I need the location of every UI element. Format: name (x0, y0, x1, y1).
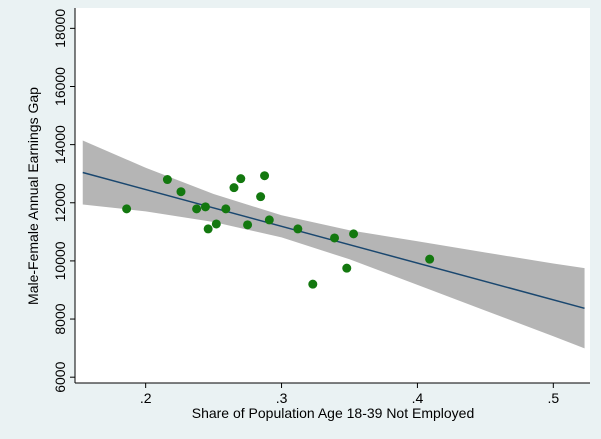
point (256, 192, 266, 202)
confidence-band (82, 140, 585, 349)
y-axis-label: Male-Female Annual Earnings Gap (25, 87, 41, 305)
point (243, 220, 253, 230)
point (264, 215, 274, 225)
point (176, 187, 186, 197)
y-tick-label: 8000 (52, 303, 68, 334)
y-tick-label: 16000 (52, 67, 68, 106)
point (425, 254, 435, 264)
point (349, 229, 359, 239)
point (330, 233, 340, 243)
point (236, 174, 246, 184)
x-tick-label: .5 (547, 390, 559, 406)
point (221, 204, 231, 214)
point (203, 224, 213, 234)
y-tick-label: 12000 (52, 183, 68, 222)
point (260, 171, 270, 181)
point (200, 202, 210, 212)
point (192, 204, 202, 214)
point (342, 263, 352, 273)
y-tick-label: 6000 (52, 361, 68, 392)
point (229, 183, 239, 193)
x-tick-label: .2 (140, 390, 152, 406)
y-tick-label: 18000 (52, 9, 68, 48)
y-tick-label: 14000 (52, 125, 68, 164)
point (211, 219, 221, 229)
point (293, 224, 303, 234)
point (308, 279, 318, 289)
point (122, 204, 132, 214)
y-tick-label: 10000 (52, 241, 68, 280)
x-axis-label: Share of Population Age 18-39 Not Employ… (192, 405, 475, 421)
x-tick-label: .4 (412, 390, 424, 406)
point (162, 175, 172, 185)
x-tick-label: .3 (276, 390, 288, 406)
